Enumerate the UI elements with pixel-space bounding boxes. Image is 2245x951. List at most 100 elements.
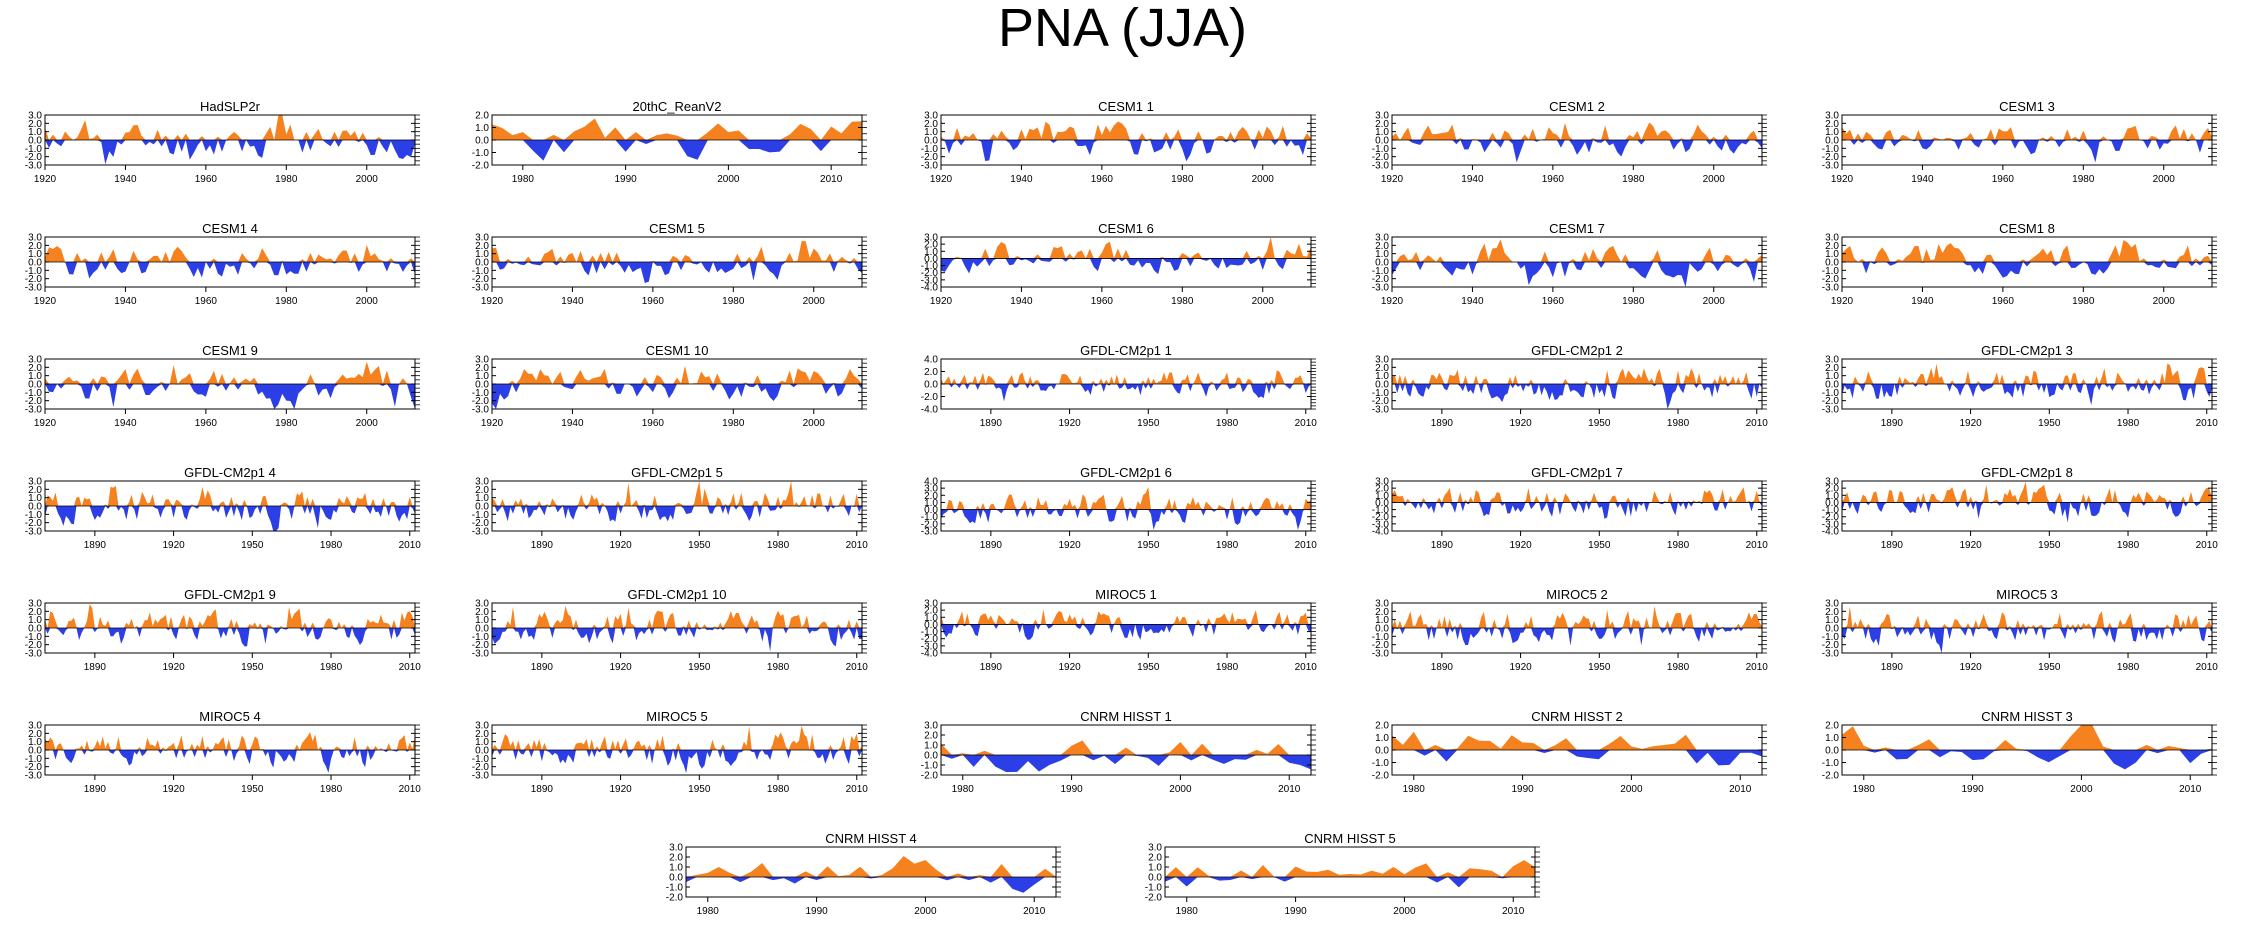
y-tick-label: -2.0	[1372, 396, 1390, 407]
x-tick-label: 2000	[2153, 174, 2176, 185]
panel-title: CESM1 7	[1549, 221, 1605, 236]
y-tick-label: -2.0	[921, 519, 939, 530]
y-tick-label: 2.0	[1825, 721, 1839, 732]
panel-14: GFDL-CM2p1 2 3.02.01.00.0-1.0-2.0-3.0 1890…	[1372, 343, 1769, 429]
y-tick-label: 0.0	[1825, 498, 1839, 509]
x-tick-label: 1980	[767, 662, 790, 673]
x-tick-label: 1920	[34, 174, 57, 185]
y-tick-label: -2.0	[472, 640, 490, 651]
y-tick-label: 3.0	[1825, 477, 1839, 488]
x-tick-label: 1990	[1060, 784, 1083, 795]
y-tick-label: 0.0	[1375, 624, 1389, 635]
positive-area	[941, 370, 1311, 384]
y-tick-label: 2.0	[924, 119, 938, 130]
negative-area	[492, 750, 862, 774]
panel-7: CESM1 5 3.02.01.00.0-1.0-2.0-3.0 1920 1940 1…	[472, 221, 867, 307]
y-tick-label: 0.0	[924, 751, 938, 762]
y-tick-label: -2.0	[25, 152, 43, 163]
x-tick-label: 1890	[531, 540, 554, 551]
x-tick-label: 1980	[320, 784, 343, 795]
panel-3: CESM1 1 3.02.01.00.0-1.0-2.0-3.0 1920 1940 1…	[921, 99, 1316, 185]
y-tick-label: -2.0	[472, 518, 490, 529]
x-tick-label: 1890	[531, 784, 554, 795]
x-tick-label: 1920	[930, 296, 953, 307]
panel-23: MIROC5 1 3.02.01.00.0-1.0-2.0-3.0-4.0 1890…	[921, 587, 1318, 673]
x-tick-label: 1890	[1431, 418, 1454, 429]
x-tick-label: 1950	[241, 662, 264, 673]
y-tick-label: -2.0	[1145, 893, 1163, 904]
panel-16: GFDL-CM2p1 4 3.02.01.00.0-1.0-2.0-3.0 1890…	[25, 465, 422, 551]
x-tick-label: 2010	[2196, 540, 2219, 551]
x-tick-label: 1980	[697, 906, 720, 917]
panel-21: GFDL-CM2p1 9 3.02.01.00.0-1.0-2.0-3.0 1890…	[25, 587, 422, 673]
y-tick-label: 3.0	[475, 355, 489, 366]
y-tick-label: 0.0	[1825, 258, 1839, 269]
y-tick-label: -3.0	[1822, 405, 1840, 416]
y-tick-label: 3.0	[475, 721, 489, 732]
panel-title: 20thC_ReanV2	[633, 99, 722, 114]
y-tick-label: -3.0	[472, 649, 490, 660]
y-tick-label: -4.0	[921, 405, 939, 416]
panel-title: CESM1 2	[1549, 99, 1605, 114]
x-tick-label: 1890	[84, 662, 107, 673]
x-tick-label: 2000	[2070, 784, 2093, 795]
x-tick-label: 1980	[275, 418, 298, 429]
x-tick-label: 1920	[1959, 418, 1982, 429]
y-tick-label: -2.0	[1822, 396, 1840, 407]
y-tick-label: 1.0	[475, 737, 489, 748]
x-tick-label: 2000	[1703, 296, 1726, 307]
x-tick-label: 1890	[980, 540, 1003, 551]
x-tick-label: 1960	[195, 174, 218, 185]
x-tick-label: 2000	[356, 418, 379, 429]
x-tick-label: 1950	[2038, 418, 2061, 429]
x-tick-label: 1950	[1588, 540, 1611, 551]
panel-title: HadSLP2r	[200, 99, 261, 114]
y-tick-label: -2.0	[1822, 274, 1840, 285]
x-tick-label: 1980	[722, 418, 745, 429]
x-tick-label: 2000	[356, 174, 379, 185]
negative-area	[492, 506, 862, 522]
panel-title: MIROC5 5	[646, 709, 707, 724]
panel-title: CNRM HISST 5	[1304, 831, 1396, 846]
x-tick-label: 1980	[2117, 540, 2140, 551]
y-tick-label: -3.0	[1372, 283, 1390, 294]
positive-area	[1842, 606, 2212, 628]
x-tick-label: 2010	[1746, 540, 1769, 551]
positive-area	[1392, 239, 1762, 262]
negative-area	[1392, 262, 1762, 287]
x-tick-label: 2000	[1169, 784, 1192, 795]
x-tick-label: 2000	[356, 296, 379, 307]
y-tick-label: 3.0	[28, 355, 42, 366]
y-tick-label: 1.0	[1375, 127, 1389, 138]
y-tick-label: 0.0	[924, 505, 938, 516]
positive-area	[941, 121, 1311, 140]
y-tick-label: 3.0	[28, 477, 42, 488]
panel-6: CESM1 4 3.02.01.00.0-1.0-2.0-3.0 1920 1940 1…	[25, 221, 420, 307]
y-tick-label: -1.0	[25, 754, 43, 765]
y-tick-label: 3.0	[1375, 233, 1389, 244]
positive-area	[492, 365, 862, 384]
negative-area	[45, 262, 415, 279]
negative-area	[941, 624, 1311, 640]
y-tick-label: 3.0	[1825, 355, 1839, 366]
y-tick-label: -1.0	[921, 261, 939, 272]
negative-area	[686, 877, 1056, 893]
x-tick-label: 2010	[1278, 784, 1301, 795]
y-tick-label: -1.0	[1145, 883, 1163, 894]
panel-title: GFDL-CM2p1 10	[628, 587, 727, 602]
x-tick-label: 1890	[1881, 418, 1904, 429]
y-tick-label: 3.0	[924, 111, 938, 122]
y-tick-label: 2.0	[28, 363, 42, 374]
x-tick-label: 1950	[1137, 418, 1160, 429]
x-tick-label: 1960	[1542, 174, 1565, 185]
x-tick-label: 2010	[820, 174, 843, 185]
positive-area	[1842, 363, 2212, 384]
panel-title: CESM1 1	[1098, 99, 1154, 114]
x-tick-label: 1950	[241, 784, 264, 795]
y-tick-label: -3.0	[921, 641, 939, 652]
y-tick-label: 3.0	[1148, 843, 1162, 854]
negative-area	[941, 140, 1311, 162]
panel-title: CNRM HISST 3	[1981, 709, 2073, 724]
negative-area	[45, 140, 415, 165]
y-tick-label: 3.0	[28, 111, 42, 122]
